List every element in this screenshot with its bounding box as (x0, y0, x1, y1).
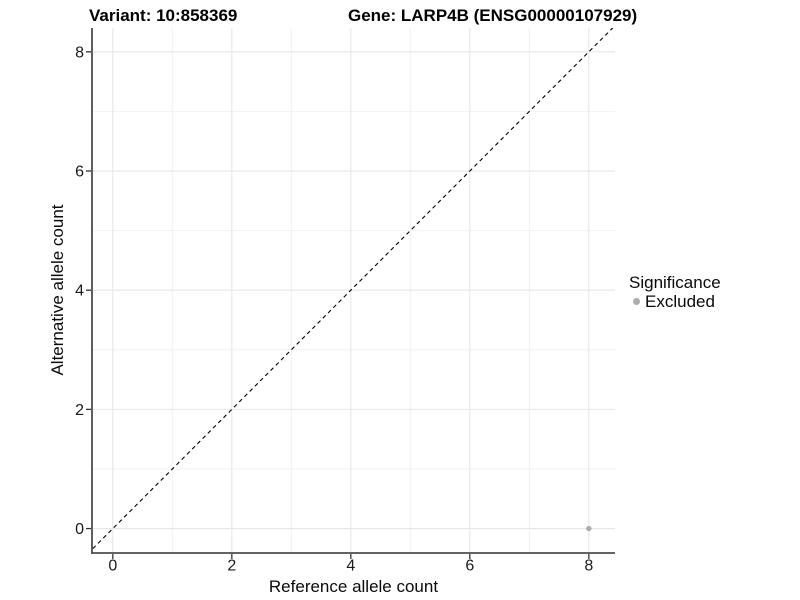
plot-title-variant: Variant: 10:858369 (89, 6, 238, 25)
y-axis-title: Alternative allele count (48, 204, 67, 376)
x-tick-label: 6 (465, 558, 474, 575)
x-axis-title: Reference allele count (268, 577, 439, 596)
x-tick-label: 8 (584, 558, 593, 575)
y-tick-label: 2 (75, 402, 84, 419)
y-tick-label: 6 (75, 164, 84, 181)
data-point (586, 525, 592, 532)
y-tick-label: 4 (75, 283, 84, 300)
legend-item-label: Excluded (645, 292, 715, 311)
x-tick-label: 2 (227, 558, 236, 575)
y-tick-label: 0 (75, 521, 84, 538)
legend-item-excluded: Excluded (629, 292, 721, 311)
x-tick-label: 4 (346, 558, 355, 575)
legend-title: Significance (629, 273, 721, 292)
x-tick-label: 0 (108, 558, 117, 575)
identity-dashed-line (92, 28, 614, 551)
y-tick-label: 8 (75, 44, 84, 61)
legend-dot-icon (633, 298, 640, 305)
plot-title-gene: Gene: LARP4B (ENSG00000107929) (348, 6, 638, 25)
legend: Significance Excluded (629, 273, 721, 311)
